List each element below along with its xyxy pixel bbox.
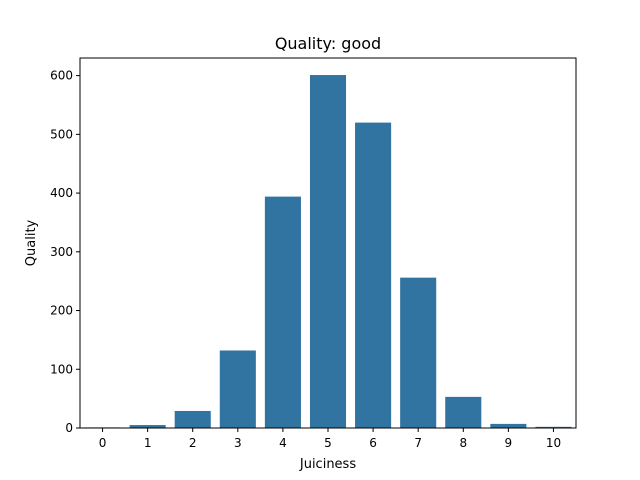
x-tick-label: 1	[144, 436, 152, 450]
bar-8	[445, 396, 482, 428]
x-tick-label: 8	[459, 436, 467, 450]
x-tick-label: 10	[546, 436, 561, 450]
bar-3	[219, 350, 256, 428]
bar-2	[174, 410, 211, 428]
x-tick-label: 5	[324, 436, 332, 450]
y-tick-label: 100	[50, 362, 73, 376]
x-tick-label: 4	[279, 436, 287, 450]
bars-group	[84, 75, 572, 429]
y-tick-label: 400	[50, 186, 73, 200]
x-tick-label: 2	[189, 436, 197, 450]
y-axis-ticks: 0 100 200 300 400 500 600	[50, 69, 80, 435]
x-axis-ticks: 0 1 2 3 4 5 6 7 8 9 10	[99, 428, 561, 450]
bar-6	[355, 122, 392, 428]
bar-5	[309, 75, 347, 429]
bar-4	[264, 196, 301, 428]
y-tick-label: 600	[50, 69, 73, 83]
y-tick-label: 300	[50, 245, 73, 259]
bar-1	[129, 425, 166, 428]
x-axis-label: Juiciness	[299, 457, 356, 472]
y-tick-label: 200	[50, 304, 73, 318]
bar-10	[535, 426, 572, 428]
chart-title: Quality: good	[275, 34, 381, 53]
y-tick-label: 0	[65, 421, 73, 435]
y-axis-label: Quality	[24, 219, 39, 266]
x-tick-label: 9	[505, 436, 513, 450]
y-tick-label: 500	[50, 127, 73, 141]
x-tick-label: 6	[369, 436, 377, 450]
x-tick-label: 7	[414, 436, 422, 450]
bar-7	[400, 277, 437, 428]
x-tick-label: 3	[234, 436, 242, 450]
x-tick-label: 0	[99, 436, 107, 450]
bar-9	[490, 423, 527, 428]
